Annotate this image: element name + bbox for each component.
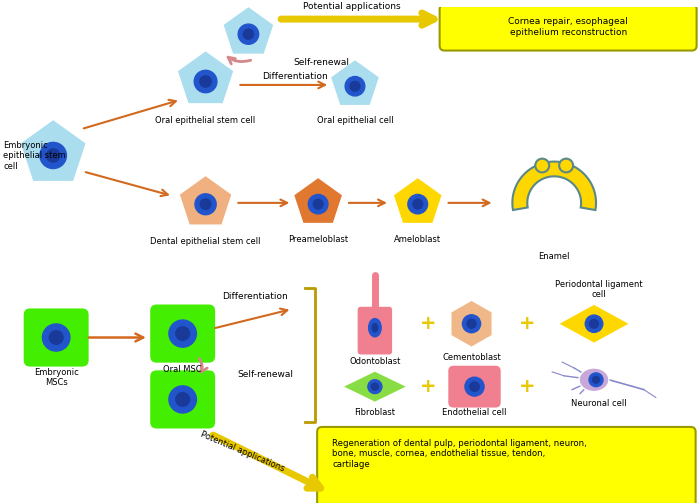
Ellipse shape [579,368,609,392]
Circle shape [194,70,217,93]
FancyBboxPatch shape [149,303,216,364]
Polygon shape [512,162,596,210]
FancyBboxPatch shape [447,365,501,408]
Text: Potential applications: Potential applications [199,430,286,473]
Circle shape [200,199,211,210]
FancyBboxPatch shape [440,5,696,50]
Text: Dental epithelial stem cell: Dental epithelial stem cell [150,237,261,246]
Text: Preameloblast: Preameloblast [288,235,348,244]
Polygon shape [342,371,407,402]
Circle shape [589,373,603,387]
Polygon shape [451,300,492,347]
Text: +: + [419,377,436,396]
Circle shape [313,199,323,209]
Circle shape [465,377,484,396]
Circle shape [372,383,379,390]
Ellipse shape [368,318,382,338]
Circle shape [244,29,253,39]
Text: Odontoblast: Odontoblast [349,357,400,366]
Circle shape [589,320,598,328]
Text: Fibroblast: Fibroblast [354,408,395,417]
Text: Cornea repair, esophageal
epithelium reconstruction: Cornea repair, esophageal epithelium rec… [508,17,628,37]
Ellipse shape [372,323,379,333]
FancyBboxPatch shape [317,427,696,504]
Circle shape [536,159,550,172]
Circle shape [169,320,197,347]
Polygon shape [223,7,274,54]
Polygon shape [20,119,86,181]
Circle shape [463,315,481,333]
Circle shape [176,327,190,340]
Text: Self-renewal: Self-renewal [293,58,349,68]
Circle shape [585,315,603,333]
FancyBboxPatch shape [357,306,393,355]
Text: Neuronal cell: Neuronal cell [571,400,626,408]
Circle shape [350,81,360,91]
Text: Oral epithelial stem cell: Oral epithelial stem cell [155,116,256,125]
Text: Differentiation: Differentiation [262,72,328,81]
Polygon shape [293,177,343,224]
Circle shape [368,380,382,394]
Text: Periodontal ligament
cell: Periodontal ligament cell [555,280,643,299]
Circle shape [49,331,63,344]
FancyBboxPatch shape [149,369,216,430]
Circle shape [169,386,197,413]
Text: Oral MSC: Oral MSC [163,365,202,374]
Circle shape [176,393,190,406]
Text: Ameloblast: Ameloblast [394,235,441,244]
Circle shape [413,199,423,209]
Polygon shape [179,175,232,225]
Circle shape [592,376,599,383]
Text: Embryonic
MSCs: Embryonic MSCs [34,368,78,388]
Circle shape [408,195,428,214]
Text: +: + [519,377,536,396]
Circle shape [308,195,328,214]
Text: Oral epithelial cell: Oral epithelial cell [316,116,393,125]
Text: Differentiation: Differentiation [223,292,288,301]
Polygon shape [393,177,442,224]
Circle shape [559,159,573,172]
Polygon shape [558,304,630,343]
Circle shape [345,77,365,96]
Text: Endothelial cell: Endothelial cell [442,408,507,417]
Text: Cementoblast: Cementoblast [442,353,501,362]
Text: Self-renewal: Self-renewal [237,370,293,379]
Text: +: + [519,314,536,333]
Text: Embryonic
epithelial stem
cell: Embryonic epithelial stem cell [4,141,66,171]
Circle shape [200,76,211,87]
Text: Regeneration of dental pulp, periodontal ligament, neuron,
bone, muscle, cornea,: Regeneration of dental pulp, periodontal… [332,439,587,469]
Text: Enamel: Enamel [538,252,570,261]
Text: +: + [419,314,436,333]
Circle shape [238,24,258,44]
Circle shape [40,143,66,168]
Circle shape [467,319,476,328]
Circle shape [43,324,70,351]
Circle shape [47,149,60,162]
Text: Potential applications: Potential applications [303,2,401,11]
Circle shape [195,194,216,215]
Polygon shape [177,50,234,104]
Circle shape [470,382,480,392]
FancyBboxPatch shape [22,307,90,368]
Polygon shape [330,59,379,106]
